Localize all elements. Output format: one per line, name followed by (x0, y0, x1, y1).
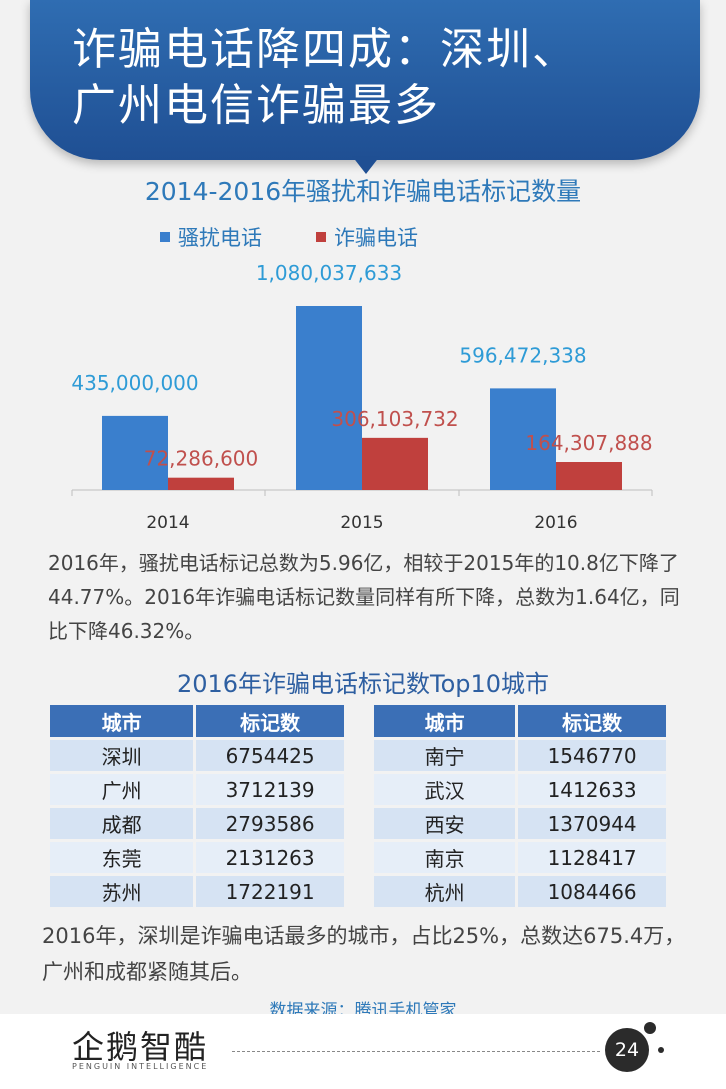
table-row: 武汉 1412633 (374, 774, 666, 805)
legend-swatch-harass (160, 232, 170, 242)
chart-title: 2014-2016年骚扰和诈骗电话标记数量 (144, 177, 582, 206)
data-label-harass-2015: 1,080,037,633 (256, 261, 402, 285)
bar-fraud-2016 (556, 462, 622, 490)
cell-city: 广州 (50, 774, 197, 805)
bar-fraud-2015 (362, 437, 428, 490)
bar-harass-2015 (296, 306, 362, 490)
decorative-dot (644, 1022, 656, 1034)
table-header-count: 标记数 (196, 705, 344, 737)
cell-count: 6754425 (196, 740, 344, 771)
table-row: 成都 2793586 (50, 808, 344, 839)
cell-city: 西安 (374, 808, 519, 839)
cell-city: 深圳 (50, 740, 197, 771)
bar-harass-2014 (102, 415, 168, 490)
page-title-line-1: 诈骗电话降四成：深圳、 (72, 24, 578, 75)
summary-paragraph-1: 2016年，骚扰电话标记总数为5.96亿，相较于2015年的10.8亿下降了44… (48, 551, 680, 643)
data-label-harass-2016: 596,472,338 (459, 343, 586, 367)
cell-count: 1412633 (518, 774, 666, 805)
footer-divider (232, 1051, 600, 1052)
page-title: 诈骗电话降四成：深圳、 广州电信诈骗最多 (72, 22, 672, 134)
cell-count: 1370944 (518, 808, 666, 839)
table-header-row: 城市 标记数 (374, 705, 666, 737)
table-row: 广州 3712139 (50, 774, 344, 805)
page-title-line-2: 广州电信诈骗最多 (72, 80, 440, 131)
table-header-city: 城市 (50, 705, 197, 737)
cell-city: 东莞 (50, 842, 197, 873)
decorative-dot (658, 1047, 664, 1053)
cell-city: 苏州 (50, 876, 197, 907)
legend-swatch-fraud (316, 232, 326, 242)
logo-text-en: PENGUIN INTELLIGENCE (72, 1062, 209, 1071)
data-label-fraud-2015: 306,103,732 (331, 407, 458, 431)
x-tick-label-2015: 2015 (340, 513, 383, 533)
bar-chart: 435,000,000 72,286,600 2014 1,080,037,633 30… (71, 261, 652, 533)
table-row: 杭州 1084466 (374, 876, 666, 907)
table-row: 南宁 1546770 (374, 740, 666, 771)
cell-count: 1128417 (518, 842, 666, 873)
table-header-count: 标记数 (518, 705, 666, 737)
cell-count: 2131263 (196, 842, 344, 873)
banner-pointer (352, 156, 380, 174)
bar-fraud-2014 (168, 477, 234, 490)
cell-city: 武汉 (374, 774, 519, 805)
cell-count: 1084466 (518, 876, 666, 907)
city-table-right: 城市 标记数 南宁 1546770 武汉 1412633 西安 1370944 南京 1128… (374, 702, 666, 910)
cell-count: 3712139 (196, 774, 344, 805)
data-label-harass-2014: 435,000,000 (71, 371, 198, 395)
cell-city: 南京 (374, 842, 519, 873)
summary-paragraph-2: 2016年，深圳是诈骗电话最多的城市，占比25%，总数达675.4万，广州和成都… (42, 924, 686, 984)
table-header-row: 城市 标记数 (50, 705, 344, 737)
legend-label-harass: 骚扰电话 (178, 226, 262, 250)
cell-city: 南宁 (374, 740, 519, 771)
city-table-left: 城市 标记数 深圳 6754425 广州 3712139 成都 2793586 东莞 2131… (50, 702, 344, 910)
cell-city: 杭州 (374, 876, 519, 907)
header-banner (30, 0, 700, 160)
x-tick-label-2014: 2014 (146, 513, 189, 533)
table-row: 深圳 6754425 (50, 740, 344, 771)
penguin-intelligence-logo: 企鹅智酷 PENGUIN INTELLIGENCE (72, 1022, 222, 1078)
table-row: 西安 1370944 (374, 808, 666, 839)
cell-city: 成都 (50, 808, 197, 839)
data-label-fraud-2016: 164,307,888 (525, 431, 652, 455)
table-row: 南京 1128417 (374, 842, 666, 873)
legend-item-fraud: 诈骗电话 (316, 222, 418, 252)
page-number: 24 (605, 1028, 649, 1072)
data-label-fraud-2014: 72,286,600 (144, 447, 259, 471)
table-header-city: 城市 (374, 705, 519, 737)
table-row: 苏州 1722191 (50, 876, 344, 907)
logo-text-cn: 企鹅智酷 (72, 1028, 209, 1066)
cell-count: 1546770 (518, 740, 666, 771)
table-title: 2016年诈骗电话标记数Top10城市 (176, 670, 550, 698)
bar-harass-2016 (490, 388, 556, 490)
legend-item-harass: 骚扰电话 (160, 222, 262, 252)
legend-label-fraud: 诈骗电话 (334, 226, 418, 250)
x-tick-label-2016: 2016 (534, 513, 577, 533)
table-row: 东莞 2131263 (50, 842, 344, 873)
cell-count: 2793586 (196, 808, 344, 839)
cell-count: 1722191 (196, 876, 344, 907)
